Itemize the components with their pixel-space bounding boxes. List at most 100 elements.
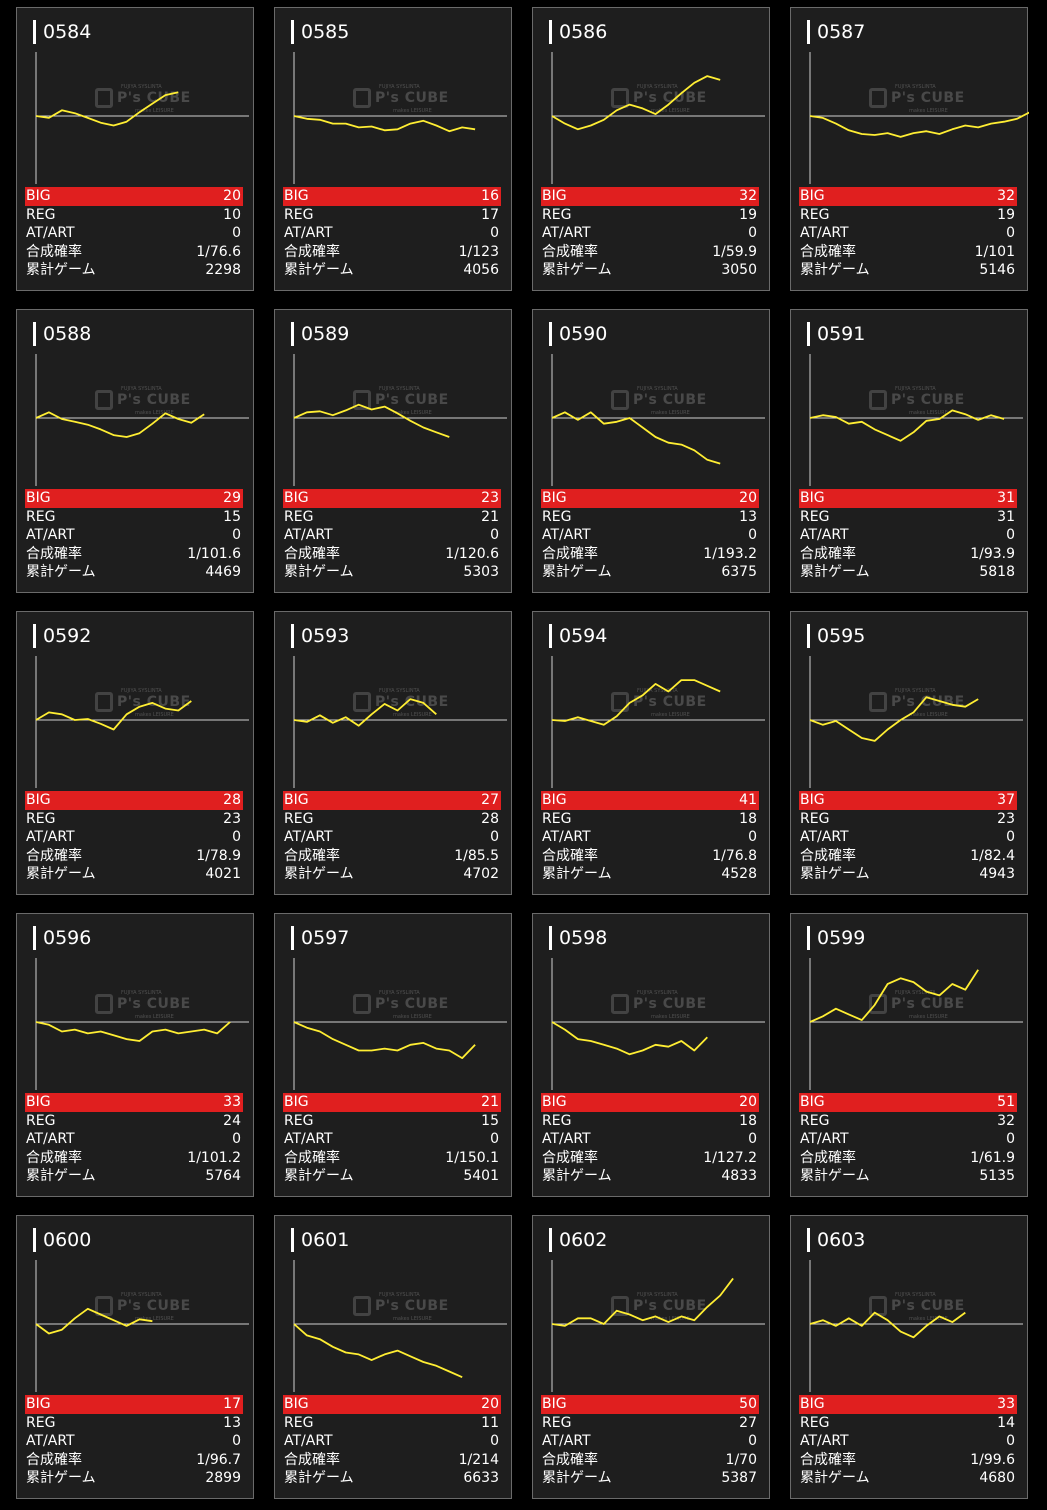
at-label: AT/ART (26, 1131, 75, 1148)
prob-row: 合成確率 1/99.6 (799, 1451, 1017, 1470)
prob-label: 合成確率 (542, 545, 598, 562)
machine-card[interactable]: 0598 FUJIYA SYSLINTA P's CUBE makes LEIS… (532, 913, 770, 1197)
trend-line (35, 700, 192, 731)
machine-card[interactable]: 0602 FUJIYA SYSLINTA P's CUBE makes LEIS… (532, 1215, 770, 1499)
at-count: 0 (1006, 1433, 1015, 1450)
games-label: 累計ゲーム (284, 1470, 354, 1487)
prob-value: 1/93.9 (970, 545, 1015, 562)
big-count: 41 (739, 792, 757, 808)
stats-table: BIG 50 REG 27 AT/ART 0 合成確率 1/70 累計ゲーム 5… (541, 1395, 759, 1488)
prob-label: 合成確率 (26, 847, 82, 864)
slump-graph (551, 1260, 765, 1392)
machine-card[interactable]: 0594 FUJIYA SYSLINTA P's CUBE makes LEIS… (532, 611, 770, 895)
machine-card[interactable]: 0597 FUJIYA SYSLINTA P's CUBE makes LEIS… (274, 913, 512, 1197)
big-row: BIG 29 (25, 489, 243, 508)
games-label: 累計ゲーム (26, 1470, 96, 1487)
games-value: 4469 (205, 564, 241, 581)
watermark-logo: FUJIYA SYSLINTA P's CUBE makes LEISURE (95, 386, 195, 426)
prob-label: 合成確率 (26, 243, 82, 260)
prob-row: 合成確率 1/101.2 (25, 1149, 243, 1168)
reg-row: REG 17 (283, 206, 501, 225)
at-count: 0 (1006, 225, 1015, 242)
machine-number: 0599 (807, 926, 865, 950)
machine-card[interactable]: 0593 FUJIYA SYSLINTA P's CUBE makes LEIS… (274, 611, 512, 895)
machine-card[interactable]: 0600 FUJIYA SYSLINTA P's CUBE makes LEIS… (16, 1215, 254, 1499)
games-row: 累計ゲーム 4702 (283, 865, 501, 884)
machine-card[interactable]: 0587 FUJIYA SYSLINTA P's CUBE makes LEIS… (790, 7, 1029, 291)
games-row: 累計ゲーム 5401 (283, 1167, 501, 1186)
games-value: 4833 (721, 1168, 757, 1185)
watermark-logo: FUJIYA SYSLINTA P's CUBE makes LEISURE (353, 990, 453, 1030)
prob-value: 1/101 (974, 243, 1015, 260)
at-label: AT/ART (26, 829, 75, 846)
machine-number: 0598 (549, 926, 607, 950)
reg-count: 27 (739, 1414, 757, 1431)
games-row: 累計ゲーム 5135 (799, 1167, 1017, 1186)
at-row: AT/ART 0 (25, 828, 243, 847)
games-label: 累計ゲーム (284, 1168, 354, 1185)
at-label: AT/ART (800, 1131, 849, 1148)
slump-graph (551, 656, 765, 788)
games-label: 累計ゲーム (284, 262, 354, 279)
prob-value: 1/82.4 (970, 847, 1015, 864)
prob-value: 1/101.6 (187, 545, 241, 562)
prob-row: 合成確率 1/76.6 (25, 243, 243, 262)
reg-label: REG (26, 206, 56, 223)
at-row: AT/ART 0 (799, 828, 1017, 847)
machine-card[interactable]: 0585 FUJIYA SYSLINTA P's CUBE makes LEIS… (274, 7, 512, 291)
prob-row: 合成確率 1/214 (283, 1451, 501, 1470)
machine-card[interactable]: 0596 FUJIYA SYSLINTA P's CUBE makes LEIS… (16, 913, 254, 1197)
reg-row: REG 21 (283, 508, 501, 527)
reg-count: 13 (223, 1414, 241, 1431)
at-label: AT/ART (800, 225, 849, 242)
machine-card[interactable]: 0588 FUJIYA SYSLINTA P's CUBE makes LEIS… (16, 309, 254, 593)
trend-line (35, 1307, 153, 1335)
big-count: 20 (739, 490, 757, 506)
big-label: BIG (284, 188, 309, 204)
cube-icon (611, 1296, 629, 1316)
big-count: 17 (223, 1396, 241, 1412)
machine-card[interactable]: 0586 FUJIYA SYSLINTA P's CUBE makes LEIS… (532, 7, 770, 291)
at-label: AT/ART (26, 1433, 75, 1450)
machine-number: 0591 (807, 322, 865, 346)
machine-card[interactable]: 0601 FUJIYA SYSLINTA P's CUBE makes LEIS… (274, 1215, 512, 1499)
games-value: 5401 (463, 1168, 499, 1185)
cube-icon (611, 994, 629, 1014)
at-label: AT/ART (284, 829, 333, 846)
trend-line (809, 409, 1005, 442)
games-label: 累計ゲーム (26, 866, 96, 883)
trend-line (35, 1021, 231, 1042)
big-count: 33 (223, 1094, 241, 1110)
slump-graph (809, 958, 1023, 1090)
games-value: 6375 (721, 564, 757, 581)
games-row: 累計ゲーム 4469 (25, 563, 243, 582)
watermark-logo: FUJIYA SYSLINTA P's CUBE makes LEISURE (869, 1292, 969, 1332)
prob-value: 1/150.1 (445, 1149, 499, 1166)
big-count: 33 (997, 1396, 1015, 1412)
big-label: BIG (26, 1396, 51, 1412)
prob-value: 1/70 (725, 1451, 757, 1468)
cube-icon (869, 88, 887, 108)
at-count: 0 (490, 1131, 499, 1148)
at-count: 0 (232, 225, 241, 242)
machine-card[interactable]: 0589 FUJIYA SYSLINTA P's CUBE makes LEIS… (274, 309, 512, 593)
games-value: 4528 (721, 866, 757, 883)
machine-card[interactable]: 0595 FUJIYA SYSLINTA P's CUBE makes LEIS… (790, 611, 1028, 895)
big-label: BIG (542, 490, 567, 506)
machine-card[interactable]: 0591 FUJIYA SYSLINTA P's CUBE makes LEIS… (790, 309, 1028, 593)
cube-icon (611, 88, 629, 108)
machine-card[interactable]: 0592 FUJIYA SYSLINTA P's CUBE makes LEIS… (16, 611, 254, 895)
machine-card[interactable]: 0590 FUJIYA SYSLINTA P's CUBE makes LEIS… (532, 309, 770, 593)
prob-value: 1/214 (458, 1451, 499, 1468)
prob-row: 合成確率 1/61.9 (799, 1149, 1017, 1168)
machine-card[interactable]: 0603 FUJIYA SYSLINTA P's CUBE makes LEIS… (790, 1215, 1028, 1499)
machine-card[interactable]: 0599 FUJIYA SYSLINTA P's CUBE makes LEIS… (790, 913, 1028, 1197)
at-row: AT/ART 0 (283, 1130, 501, 1149)
big-label: BIG (542, 1094, 567, 1110)
machine-card[interactable]: 0584 FUJIYA SYSLINTA P's CUBE makes LEIS… (16, 7, 254, 291)
at-count: 0 (1006, 829, 1015, 846)
big-label: BIG (800, 792, 825, 808)
reg-label: REG (542, 1414, 572, 1431)
at-row: AT/ART 0 (541, 1432, 759, 1451)
at-row: AT/ART 0 (283, 828, 501, 847)
